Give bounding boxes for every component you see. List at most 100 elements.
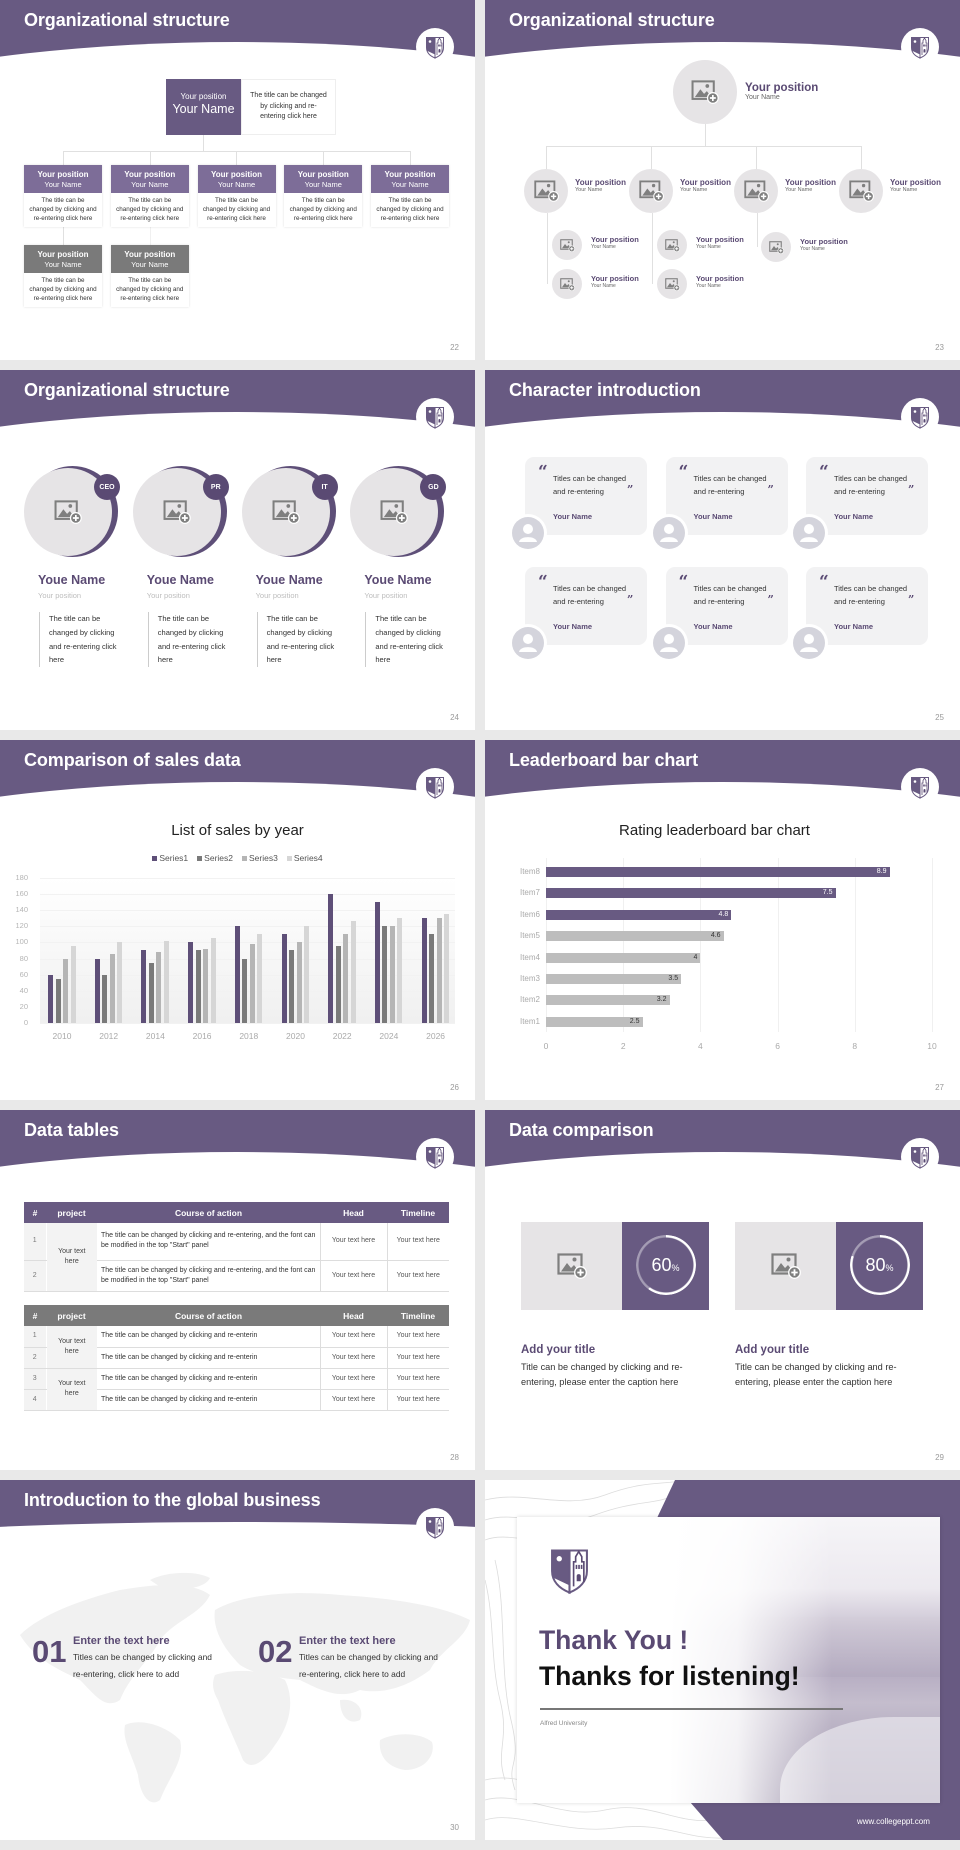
bar[interactable] xyxy=(117,942,123,1023)
bar[interactable] xyxy=(70,946,76,1023)
photo-placeholder[interactable] xyxy=(839,169,883,213)
photo-placeholder[interactable] xyxy=(629,169,673,213)
point-heading[interactable]: Enter the text here xyxy=(73,1635,170,1647)
testimonial-card[interactable]: “ Titles can be changed and re-entering … xyxy=(790,567,928,662)
cell-number[interactable]: 2 xyxy=(24,1347,47,1369)
photo-placeholder[interactable] xyxy=(521,1222,622,1310)
bar[interactable] xyxy=(163,940,169,1023)
photo-placeholder[interactable] xyxy=(552,230,582,260)
slide-23-org-chart-circles[interactable]: Organizational structure Your position Y… xyxy=(485,0,960,360)
bar[interactable]: 3.5 xyxy=(546,974,682,984)
point-text[interactable]: Titles can be changed by clicking and re… xyxy=(299,1652,438,1679)
bar[interactable] xyxy=(296,942,302,1023)
cell-number[interactable]: 3 xyxy=(24,1368,47,1390)
bar[interactable] xyxy=(210,938,216,1023)
org-member-card[interactable]: Your position Your Name The title can be… xyxy=(371,165,449,227)
org-member-card[interactable]: Your position Your Name The title can be… xyxy=(24,245,102,307)
cell-action[interactable]: The title can be changed by clicking and… xyxy=(97,1223,320,1261)
bar[interactable] xyxy=(188,942,194,1023)
slide-24-team-members[interactable]: Organizational structure CEO Youe Name Y… xyxy=(0,370,475,730)
cell-head[interactable]: Your text here xyxy=(319,1260,387,1292)
bar[interactable]: 3.2 xyxy=(546,995,670,1006)
cell-action[interactable]: The title can be changed by clicking and… xyxy=(97,1347,320,1369)
org-member-card[interactable]: Your position Your Name The title can be… xyxy=(197,165,276,227)
cell-timeline[interactable]: Your text here xyxy=(386,1260,449,1292)
bar[interactable] xyxy=(156,952,162,1023)
bar[interactable] xyxy=(328,894,334,1023)
bar[interactable] xyxy=(389,926,395,1023)
bar[interactable] xyxy=(234,926,240,1023)
slide-30-global-business[interactable]: Introduction to the global business 01 E… xyxy=(0,1480,475,1840)
bar[interactable] xyxy=(281,934,287,1023)
slide-26-sales-comparison[interactable]: Comparison of sales data List of sales b… xyxy=(0,740,475,1100)
photo-placeholder[interactable] xyxy=(524,169,568,213)
bar[interactable] xyxy=(109,953,115,1023)
cell-number[interactable]: 1 xyxy=(24,1223,47,1261)
cell-timeline[interactable]: Your text here xyxy=(386,1326,449,1348)
cell-number[interactable]: 2 xyxy=(24,1260,47,1292)
cell-head[interactable]: Your text here xyxy=(319,1347,387,1369)
slide-31-thank-you[interactable]: Thank You ! Thanks for listening! Alfred… xyxy=(485,1480,960,1840)
org-member-card[interactable]: Your position Your Name The title can be… xyxy=(24,165,102,227)
slide-25-character-introduction[interactable]: Character introduction “ Titles can be c… xyxy=(485,370,960,730)
legend-item[interactable]: Series2 xyxy=(197,853,233,863)
bar[interactable] xyxy=(141,950,147,1023)
bar[interactable] xyxy=(55,978,61,1023)
point-heading[interactable]: Enter the text here xyxy=(299,1635,396,1647)
bar[interactable] xyxy=(289,950,294,1023)
bar[interactable] xyxy=(350,921,356,1023)
cell-project[interactable]: Your text here xyxy=(46,1223,97,1292)
bar[interactable]: 8.9 xyxy=(546,867,890,877)
legend-item[interactable]: Series3 xyxy=(242,853,278,863)
cell-head[interactable]: Your text here xyxy=(319,1223,387,1261)
slide-22-org-chart[interactable]: Organizational structure Your position Y… xyxy=(0,0,475,360)
slide-29-data-comparison[interactable]: Data comparison 60% Add your title Title… xyxy=(485,1110,960,1470)
bar[interactable] xyxy=(429,934,435,1023)
avatar[interactable] xyxy=(649,624,688,662)
avatar[interactable] xyxy=(509,624,547,662)
cell-timeline[interactable]: Your text here xyxy=(386,1389,449,1411)
bar[interactable] xyxy=(102,974,108,1023)
cell-action[interactable]: The title can be changed by clicking and… xyxy=(97,1326,320,1348)
legend-item[interactable]: Series1 xyxy=(152,853,188,863)
top-description[interactable]: The title can be changed by clicking and… xyxy=(241,79,336,135)
website-link[interactable]: www.collegeppt.com xyxy=(857,1817,930,1826)
bar[interactable] xyxy=(94,958,100,1023)
cell-project[interactable]: Your text here xyxy=(46,1368,97,1411)
avatar[interactable] xyxy=(509,514,547,552)
cell-head[interactable]: Your text here xyxy=(319,1368,387,1390)
point-text[interactable]: Titles can be changed by clicking and re… xyxy=(73,1652,212,1679)
bar[interactable] xyxy=(444,914,450,1023)
photo-placeholder[interactable] xyxy=(734,169,778,213)
avatar[interactable] xyxy=(790,514,828,552)
avatar[interactable] xyxy=(649,514,688,552)
org-member-card[interactable]: Your position Your Name The title can be… xyxy=(110,245,189,307)
cell-number[interactable]: 4 xyxy=(24,1389,47,1411)
cell-head[interactable]: Your text here xyxy=(319,1326,387,1348)
bar[interactable] xyxy=(249,944,255,1023)
org-member-card[interactable]: Your position Your Name The title can be… xyxy=(284,165,363,227)
photo-placeholder[interactable] xyxy=(673,60,737,124)
bar[interactable] xyxy=(203,948,209,1023)
bar[interactable] xyxy=(421,918,427,1023)
bar[interactable] xyxy=(436,918,442,1023)
bar[interactable] xyxy=(304,926,309,1023)
testimonial-card[interactable]: “ Titles can be changed and re-entering … xyxy=(509,567,647,662)
photo-placeholder[interactable] xyxy=(657,269,687,299)
bar[interactable]: 7.5 xyxy=(546,888,836,899)
legend-item[interactable]: Series4 xyxy=(286,853,323,863)
bar[interactable] xyxy=(374,902,380,1023)
testimonial-card[interactable]: “ Titles can be changed and re-entering … xyxy=(509,457,647,552)
photo-placeholder[interactable] xyxy=(761,232,791,262)
cell-action[interactable]: The title can be changed by clicking and… xyxy=(97,1260,320,1292)
bar[interactable]: 4.6 xyxy=(546,931,724,942)
photo-placeholder[interactable] xyxy=(657,230,687,260)
bar[interactable] xyxy=(397,918,403,1023)
bar[interactable]: 4 xyxy=(546,952,701,963)
bar[interactable] xyxy=(335,945,341,1023)
slide-28-data-tables[interactable]: Data tables # project Course of action H… xyxy=(0,1110,475,1470)
cell-action[interactable]: The title can be changed by clicking and… xyxy=(97,1368,320,1390)
testimonial-card[interactable]: “ Titles can be changed and re-entering … xyxy=(649,457,788,552)
org-member-card[interactable]: Your position Your Name The title can be… xyxy=(110,165,189,227)
cell-timeline[interactable]: Your text here xyxy=(386,1223,449,1261)
